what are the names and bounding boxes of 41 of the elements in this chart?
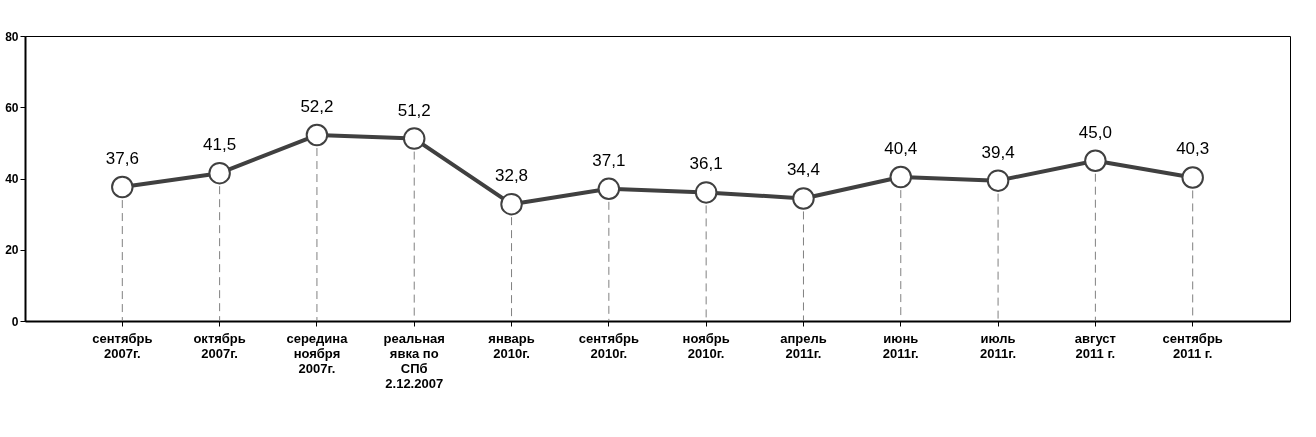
point — [111, 175, 134, 199]
point — [986, 169, 1010, 192]
data-label: 39,4 — [981, 142, 1015, 162]
data-label: 40,4 — [884, 139, 918, 159]
x-tick-label: июль 2011г. — [980, 330, 1017, 361]
data-label: 36,1 — [689, 154, 723, 174]
data-label: 37,6 — [105, 149, 139, 169]
data-label: 52,2 — [300, 97, 334, 117]
data-label: 45,0 — [1078, 122, 1112, 142]
y-tick-label: 60 — [5, 100, 19, 115]
point — [694, 181, 718, 204]
data-label: 34,4 — [786, 160, 821, 180]
x-tick-label: середина ноября 2007г. — [286, 330, 349, 376]
point — [402, 127, 426, 150]
point — [597, 177, 621, 201]
x-tick-label: сентябрь 2010г. — [578, 330, 639, 361]
point — [500, 192, 523, 216]
y-tick-label: 0 — [11, 314, 19, 329]
x-tick-label: сентябрь 2007г. — [92, 330, 153, 361]
point — [305, 123, 329, 147]
x-tick-label: июнь 2011г. — [882, 330, 919, 361]
x-tick-label: сентябрь 2011 г. — [1162, 330, 1223, 361]
point — [792, 187, 815, 210]
x-tick-label: август 2011 г. — [1074, 330, 1116, 361]
data-label: 51,2 — [397, 100, 431, 120]
data-label: 37,1 — [592, 150, 626, 170]
y-tick-label: 20 — [5, 243, 19, 258]
x-tick-label: реальная явка по СПб 2.12.2007 — [383, 330, 445, 391]
x-tick-label: апрель 2011г. — [780, 330, 827, 361]
data-label: 32,8 — [494, 166, 529, 186]
point — [208, 161, 231, 185]
y-tick-label: 80 — [5, 29, 19, 44]
point — [1084, 149, 1107, 172]
x-tick-label: ноябрь 2010г. — [682, 330, 730, 361]
point — [1181, 166, 1204, 189]
point — [889, 165, 913, 189]
data-label: 40,3 — [1176, 139, 1210, 159]
y-tick-label: 40 — [5, 172, 19, 186]
x-tick-label: октябрь 2007г. — [193, 330, 246, 361]
x-tick-label: январь 2010г. — [488, 330, 535, 361]
data-label: 41,5 — [203, 135, 237, 155]
